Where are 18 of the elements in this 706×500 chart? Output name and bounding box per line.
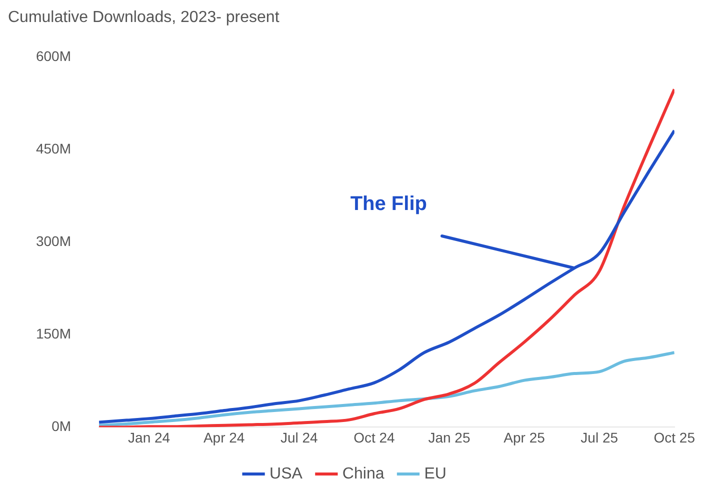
x-tick-label: Apr 24 [203,429,245,446]
y-tick-label: 150M [36,326,72,342]
y-tick-label: 0M [52,418,72,434]
legend-label: USA [270,465,303,482]
x-tick-label: Jan 25 [428,429,470,446]
y-tick-label: 600M [36,48,72,64]
annotation: The Flip [350,193,427,216]
x-tick-label: Jul 25 [580,429,618,446]
x-tick-label: Jul 24 [280,429,318,446]
x-tick-label: Jan 24 [128,429,170,446]
legend-label: China [342,465,384,482]
x-tick-label: Oct 24 [354,429,396,446]
x-tick-label: Oct 25 [654,429,696,446]
x-tick-label: Apr 25 [504,429,546,446]
y-tick-label: 450M [36,140,72,157]
y-tick-label: 300M [36,233,72,250]
legend-label: EU [424,465,446,482]
chart-title: Cumulative Downloads, 2023- present [8,9,280,26]
